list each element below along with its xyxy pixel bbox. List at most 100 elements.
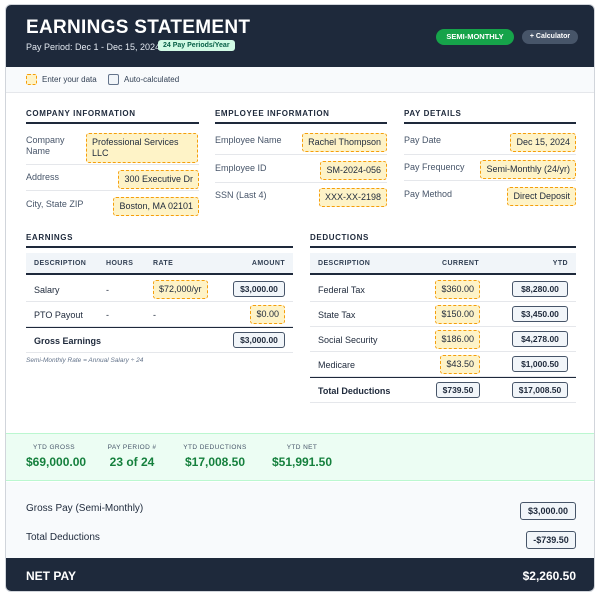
earning-desc: Salary — [34, 285, 60, 295]
input-swatch-icon — [26, 74, 37, 85]
total-deductions-summary-value: -$739.50 — [526, 531, 576, 549]
pay-method-label: Pay Method — [404, 189, 453, 199]
rate-input[interactable]: $72,000/yr — [153, 280, 208, 299]
pay-frequency-row: Pay Frequency Semi-Monthly (24/yr) — [404, 155, 576, 181]
deductions-total-row: Total Deductions $739.50 $17,008.50 — [310, 377, 576, 403]
earnings-statement: EARNINGS STATEMENT Pay Period: Dec 1 - D… — [5, 4, 595, 592]
address-label: Address — [26, 172, 60, 182]
employee-name-row: Employee Name Rachel Thompson — [215, 127, 387, 155]
company-address-row: Address 300 Executive Dr — [26, 165, 199, 191]
pay-periods-badge: 24 Pay Periods/Year — [158, 40, 235, 51]
net-pay-bar: NET PAY $2,260.50 — [6, 558, 594, 591]
legend-input-label: Enter your data — [42, 75, 97, 84]
pay-period: Pay Period: Dec 1 - Dec 15, 2024 — [26, 42, 161, 52]
pay-frequency-input[interactable]: Semi-Monthly (24/yr) — [480, 160, 576, 179]
ytd-net-value: $51,991.50 — [271, 455, 333, 469]
pto-amount-input[interactable]: $0.00 — [250, 305, 285, 324]
col-rate: RATE — [153, 260, 174, 267]
table-row: Federal Tax $360.00 $8,280.00 — [310, 277, 576, 302]
ytd-summary: YTD GROSS $69,000.00 PAY PERIOD # 23 of … — [6, 433, 594, 481]
deduction-desc: Social Security — [318, 335, 378, 345]
city-input[interactable]: Boston, MA 02101 — [113, 197, 199, 216]
amount-value: $3,000.00 — [233, 281, 285, 297]
legend: Enter your data Auto-calculated — [6, 67, 594, 93]
company-heading: COMPANY INFORMATION — [26, 109, 199, 124]
table-row: Salary - $72,000/yr $3,000.00 — [26, 277, 293, 302]
gross-pay-label: Gross Pay (Semi-Monthly) — [26, 503, 144, 514]
employee-id-label: Employee ID — [215, 163, 267, 173]
gross-pay-value: $3,000.00 — [520, 502, 576, 520]
earning-rate: - — [153, 310, 156, 320]
ytd-deductions-value: $17,008.50 — [184, 455, 246, 469]
employee-name-label: Employee Name — [215, 135, 282, 145]
company-name-label: Company Name — [26, 135, 65, 156]
net-pay-label: NET PAY — [26, 569, 77, 583]
ssn-input[interactable]: XXX-XX-2198 — [318, 188, 387, 207]
earning-desc: PTO Payout — [34, 310, 83, 320]
ytd-pay-period-value: 23 of 24 — [109, 455, 155, 469]
pay-method-input[interactable]: Direct Deposit — [507, 187, 576, 206]
ytd-net: YTD NET $51,991.50 — [270, 444, 334, 469]
rate-note: Semi-Monthly Rate = Annual Salary ÷ 24 — [26, 357, 144, 364]
company-name-input[interactable]: Professional Services LLC — [86, 133, 198, 163]
earnings-header-row: DESCRIPTION HOURS RATE AMOUNT — [26, 253, 293, 275]
ytd-net-label: YTD NET — [286, 444, 318, 451]
ytd-deductions: YTD DEDUCTIONS $17,008.50 — [178, 444, 252, 469]
table-row: Social Security $186.00 $4,278.00 — [310, 327, 576, 352]
earning-hours: - — [106, 310, 109, 320]
deduction-ytd-value: $8,280.00 — [512, 281, 568, 297]
deduction-desc: State Tax — [318, 310, 356, 320]
col-amount: AMOUNT — [251, 260, 285, 267]
company-name-row: Company Name Professional Services LLC — [26, 127, 199, 165]
table-row: State Tax $150.00 $3,450.00 — [310, 302, 576, 327]
deduction-current-input[interactable]: $43.50 — [440, 355, 480, 374]
deduction-current-input[interactable]: $360.00 — [435, 280, 480, 299]
deduction-ytd-value: $3,450.00 — [512, 306, 568, 322]
deductions-header-row: DESCRIPTION CURRENT YTD — [310, 253, 576, 275]
earning-hours: - — [106, 285, 109, 295]
pay-date-row: Pay Date Dec 15, 2024 — [404, 127, 576, 155]
frequency-pill[interactable]: SEMI-MONTHLY — [436, 29, 514, 45]
employee-heading: EMPLOYEE INFORMATION — [215, 109, 387, 124]
employee-id-input[interactable]: SM-2024-056 — [320, 161, 387, 180]
total-deductions-summary-label: Total Deductions — [26, 532, 100, 543]
deduction-current-input[interactable]: $186.00 — [435, 330, 480, 349]
deduction-ytd-value: $4,278.00 — [512, 331, 568, 347]
ssn-label: SSN (Last 4) — [215, 190, 267, 200]
col-hours: HOURS — [106, 260, 134, 267]
deduction-ytd-value: $1,000.50 — [512, 356, 568, 372]
total-deductions-ytd: $17,008.50 — [512, 382, 568, 398]
employee-name-input[interactable]: Rachel Thompson — [302, 133, 387, 152]
page-title: EARNINGS STATEMENT — [26, 17, 251, 38]
earnings-heading: EARNINGS — [26, 233, 293, 248]
net-pay-value: $2,260.50 — [522, 569, 576, 583]
ytd-gross: YTD GROSS $69,000.00 — [26, 444, 86, 469]
total-deductions-label: Total Deductions — [318, 386, 391, 396]
address-input[interactable]: 300 Executive Dr — [118, 170, 199, 189]
pay-frequency-label: Pay Frequency — [404, 162, 465, 172]
col-ytd: YTD — [552, 260, 568, 267]
col-current: CURRENT — [442, 260, 480, 267]
employee-ssn-row: SSN (Last 4) XXX-XX-2198 — [215, 183, 387, 211]
gross-earnings-label: Gross Earnings — [34, 336, 102, 346]
deduction-desc: Medicare — [318, 360, 356, 370]
table-row: Medicare $43.50 $1,000.50 — [310, 352, 576, 377]
city-label: City, State ZIP — [26, 199, 84, 209]
col-description: DESCRIPTION — [318, 260, 371, 267]
legend-auto-label: Auto-calculated — [124, 75, 180, 84]
earnings-total-row: Gross Earnings $3,000.00 — [26, 327, 293, 353]
ytd-pay-period: PAY PERIOD # 23 of 24 — [102, 444, 162, 469]
ytd-gross-label: YTD GROSS — [33, 444, 75, 451]
ytd-pay-period-label: PAY PERIOD # — [107, 444, 157, 451]
employee-id-row: Employee ID SM-2024-056 — [215, 155, 387, 183]
pay-summary: Gross Pay (Semi-Monthly) $3,000.00 Total… — [6, 482, 594, 558]
auto-swatch-icon — [108, 74, 119, 85]
pay-method-row: Pay Method Direct Deposit — [404, 181, 576, 209]
pay-date-label: Pay Date — [404, 135, 442, 145]
pay-date-input[interactable]: Dec 15, 2024 — [510, 133, 576, 152]
deduction-desc: Federal Tax — [318, 285, 365, 295]
deduction-current-input[interactable]: $150.00 — [435, 305, 480, 324]
calculator-button[interactable]: + Calculator — [522, 30, 578, 44]
gross-earnings-value: $3,000.00 — [233, 332, 285, 348]
ytd-deductions-label: YTD DEDUCTIONS — [183, 444, 247, 451]
